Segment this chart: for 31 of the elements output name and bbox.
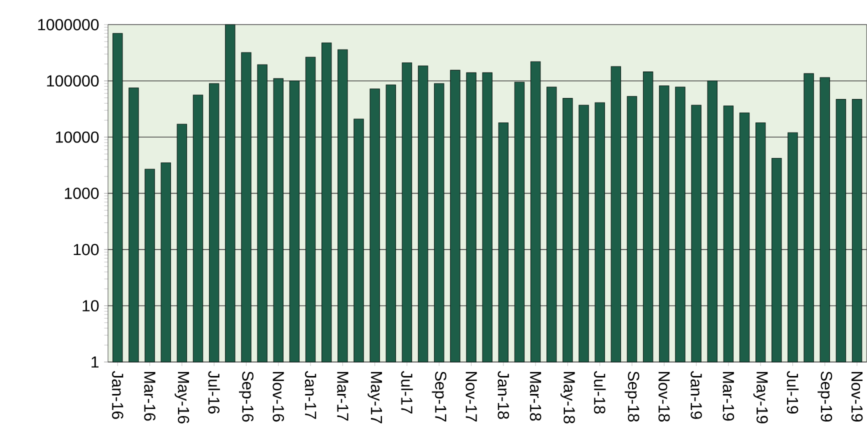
y-tick-label: 1000000: [38, 19, 99, 30]
x-tick-label: May-16: [174, 372, 190, 424]
x-tick-label: Mar-19: [722, 372, 734, 421]
x-tick-label: May-17: [368, 372, 382, 424]
x-tick-label: Mar-16: [144, 372, 156, 421]
x-tick-label: May-18: [560, 372, 575, 424]
x-tick-label: Nov-18: [658, 372, 670, 422]
x-tick-label: Jan-19: [690, 370, 702, 419]
y-tick-label: 1: [92, 356, 99, 368]
x-tick-label: Jul-18: [594, 370, 606, 414]
x-tick-label: Jul-19: [786, 370, 799, 414]
x-tick-label: Jan-17: [304, 370, 316, 419]
x-tick-label: Nov-16: [272, 372, 284, 422]
y-tick-label: 10000: [56, 131, 99, 143]
x-tick-label: Jul-16: [208, 370, 220, 414]
x-tick-label: Nov-19: [851, 372, 863, 422]
x-tick-label: May-19: [753, 372, 768, 424]
x-tick-label: Sep-17: [432, 371, 446, 422]
x-tick-label: Sep-19: [818, 371, 832, 422]
y-tick-label: 100: [74, 244, 99, 256]
x-tick-label: Jan-16: [112, 370, 124, 419]
x-tick-label: Jan-18: [498, 370, 510, 419]
x-tick-label: Sep-16: [238, 371, 254, 422]
x-tick-label: Jul-17: [401, 370, 413, 414]
y-tick-label: 10: [82, 300, 99, 312]
x-tick-label: Mar-17: [337, 372, 348, 421]
y-tick-label: 100000: [47, 75, 99, 87]
y-tick-label: 1000: [64, 188, 99, 199]
x-tick-label: Nov-17: [466, 372, 477, 422]
x-tick-label: Sep-18: [624, 371, 640, 422]
x-tick-label: Mar-18: [530, 372, 542, 421]
